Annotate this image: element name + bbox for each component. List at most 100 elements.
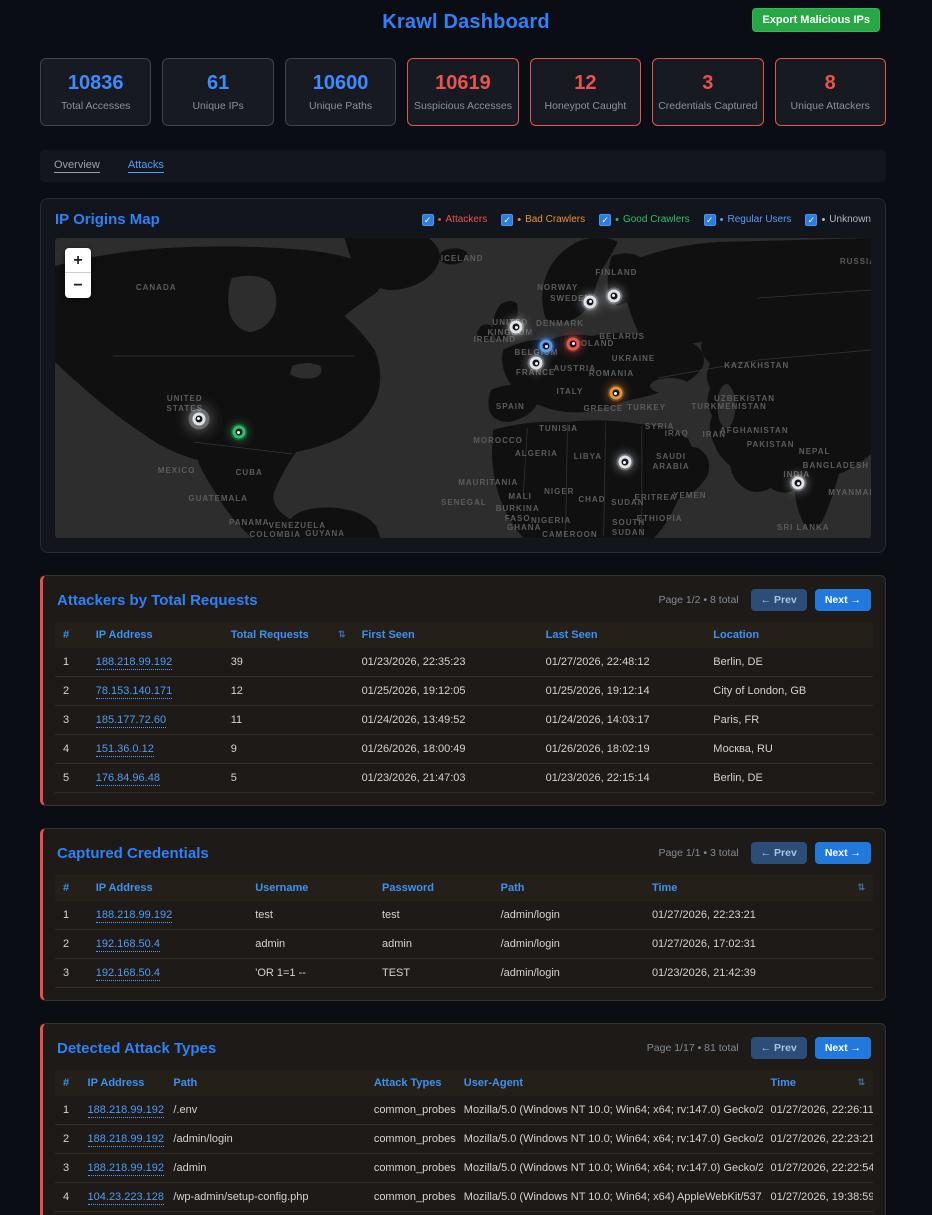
sort-icon[interactable]: ⇅ — [857, 1077, 865, 1087]
ip-address-link[interactable]: 188.218.99.192 — [87, 1162, 164, 1176]
column-header-label: IP Address — [87, 1077, 145, 1089]
stat-value: 10619 — [435, 71, 491, 94]
map-marker-unknown[interactable] — [583, 295, 597, 309]
map-zoom-control: + − — [65, 248, 91, 298]
checkbox-checked-icon[interactable]: ✓ — [703, 213, 716, 226]
export-malicious-ips-button[interactable]: Export Malicious IPs — [752, 8, 880, 32]
table-cell: common_probes — [365, 1182, 456, 1212]
legend-item-attackers: ✓ • Attackers — [421, 213, 487, 226]
ip-address-link[interactable]: 188.218.99.192 — [95, 656, 173, 670]
page-info: Page 1/1 • 3 total — [658, 847, 739, 859]
ip-origins-map-card: IP Origins Map ✓ • Attackers ✓ • Bad Crawlers… — [40, 198, 886, 553]
table-cell: common_probes — [365, 1124, 456, 1154]
table-row: 2 192.168.50.4 admin admin/admin/login 01/27… — [55, 929, 873, 959]
map-zoom-in-button[interactable]: + — [65, 248, 91, 273]
table-row: 4 104.23.223.128/wp-admin/setup-config.ph… — [55, 1182, 873, 1212]
ip-address-cell: 192.168.50.4 — [87, 929, 248, 959]
map-marker-good-crawler[interactable] — [232, 425, 246, 439]
table-row: 1 188.218.99.192 /.env common_probes Mozilla… — [55, 1096, 873, 1125]
column-header-path: Path — [493, 875, 644, 901]
table-row: 3 185.177.72.60 11 01/24/2026, 13:49:52 01/2… — [55, 705, 873, 735]
prev-page-button[interactable]: ← Prev — [750, 589, 807, 611]
table-row: 2 188.218.99.192/admin/login common_probes… — [55, 1124, 873, 1154]
stat-card-total-accesses: 10836 Total Accesses — [40, 58, 152, 126]
map-marker-unknown[interactable] — [791, 476, 805, 490]
table-cell: TEST — [374, 958, 493, 988]
column-header-location: Location — [705, 622, 873, 648]
table-cell: /admin/login — [500, 909, 560, 921]
checkbox-checked-icon[interactable]: ✓ — [805, 213, 818, 226]
table-header-row: # IP Address Path Attack Types User-Agent Tim… — [55, 1070, 873, 1096]
table-cell: /admin/login — [492, 958, 644, 988]
ip-address-link[interactable]: 188.218.99.192 — [95, 909, 173, 923]
ip-address-cell: 188.218.99.192 — [79, 1124, 166, 1154]
table-cell: Mozilla/5.0 (Windows NT 10.0; Win64; x64… — [463, 1104, 763, 1116]
marker-center-dot — [614, 391, 618, 395]
column-header-username: Username — [247, 875, 374, 901]
checkbox-checked-icon[interactable]: ✓ — [501, 213, 514, 226]
ip-address-link[interactable]: 151.36.0.12 — [95, 743, 154, 757]
column-header-label: # — [63, 882, 70, 894]
map-marker-unknown[interactable] — [618, 455, 632, 469]
table-cell: admin — [374, 929, 493, 959]
column-header-time: Time ⇅ — [763, 1070, 873, 1096]
table-row: 3 192.168.50.4 'OR 1=1 -- TEST/admin/login 0… — [55, 958, 873, 988]
marker-center-dot — [612, 294, 616, 298]
map-marker-unknown[interactable] — [607, 289, 621, 303]
map-marker-attacker[interactable] — [566, 337, 580, 351]
map-marker-bad-crawler[interactable] — [609, 386, 623, 400]
prev-page-button[interactable]: ← Prev — [750, 842, 807, 864]
checkbox-checked-icon[interactable]: ✓ — [421, 213, 434, 226]
table-cell: common_probes — [365, 1153, 456, 1183]
stat-value: 10836 — [67, 71, 124, 94]
world-map[interactable]: CANADA UNITED STATES MEXICO CUBA GUATEMALA PA… — [55, 238, 871, 538]
table-header-row: # IP Address Total Requests ⇅ First Seen Last… — [55, 622, 873, 648]
map-marker-unknown[interactable] — [529, 356, 543, 370]
map-marker-regular-user[interactable] — [539, 339, 553, 353]
prev-page-button[interactable]: ← Prev — [750, 1037, 807, 1059]
ip-address-link[interactable]: 104.23.223.128 — [87, 1191, 164, 1205]
table-row: 5 176.84.96.48 5 01/23/2026, 21:47:03 01/23/… — [55, 763, 873, 793]
ip-address-cell: 176.84.96.48 — [87, 763, 223, 793]
next-page-button[interactable]: Next → — [814, 1037, 871, 1059]
ip-address-link[interactable]: 188.218.99.192 — [87, 1104, 164, 1118]
checkbox-checked-icon[interactable]: ✓ — [599, 213, 612, 226]
table-cell: common_probes — [365, 1211, 456, 1215]
tab-overview[interactable]: Overview — [54, 159, 100, 173]
ip-address-link[interactable]: 176.84.96.48 — [95, 772, 160, 786]
column-header-label: Total Requests — [230, 629, 309, 641]
table-row: 5162.158.182.104/wordpress/wp-admin/setu… — [55, 1211, 873, 1215]
table-cell: 01/26/2026, 18:02:19 — [537, 734, 706, 764]
table-cell: 4 — [55, 1182, 80, 1212]
column-header-label: User-Agent — [463, 1077, 524, 1089]
column-header-total-requests: Total Requests ⇅ — [223, 622, 354, 648]
next-page-button[interactable]: Next → — [814, 842, 871, 864]
ip-address-cell: 188.218.99.192 — [79, 1153, 166, 1183]
column-header-password: Password — [374, 875, 493, 901]
column-header-label: IP Address — [95, 882, 153, 894]
tab-attacks[interactable]: Attacks — [127, 159, 164, 173]
table-row: 4 151.36.0.12 9 01/26/2026, 18:00:49 01/26/2… — [55, 734, 873, 764]
ip-address-link[interactable]: 192.168.50.4 — [95, 938, 160, 952]
page-info: Page 1/17 • 81 total — [646, 1042, 739, 1054]
table-cell: 01/26/2026, 18:00:49 — [353, 734, 538, 764]
next-page-button[interactable]: Next → — [814, 589, 871, 611]
stat-card-credentials-captured: 3 Credentials Captured — [652, 58, 764, 126]
ip-address-link[interactable]: 188.218.99.192 — [87, 1133, 164, 1147]
ip-address-link[interactable]: 185.177.72.60 — [95, 714, 167, 728]
column-header-label: Time — [651, 882, 678, 894]
sort-icon[interactable]: ⇅ — [338, 629, 346, 639]
map-marker-unknown[interactable] — [192, 412, 206, 426]
ip-address-link[interactable]: 192.168.50.4 — [95, 967, 160, 981]
section-detected-attack-types: Detected Attack Types Page 1/17 • 81 tota… — [40, 1023, 886, 1215]
column-header-last-seen: Last Seen — [538, 622, 706, 648]
ip-address-link[interactable]: 78.153.140.171 — [95, 685, 173, 699]
stat-card-honeypot-caught: 12 Honeypot Caught — [529, 58, 642, 126]
map-zoom-out-button[interactable]: − — [65, 273, 91, 298]
map-marker-unknown[interactable] — [509, 320, 523, 334]
table-cell: 01/23/2026, 21:47:03 — [353, 763, 538, 793]
table-cell: https://chungo.dev/wordpress/wp-admin/se… — [455, 1211, 763, 1215]
table-cell: Berlin, DE — [713, 656, 763, 668]
sort-icon[interactable]: ⇅ — [857, 882, 865, 892]
ip-address-cell: 185.177.72.60 — [87, 705, 223, 735]
